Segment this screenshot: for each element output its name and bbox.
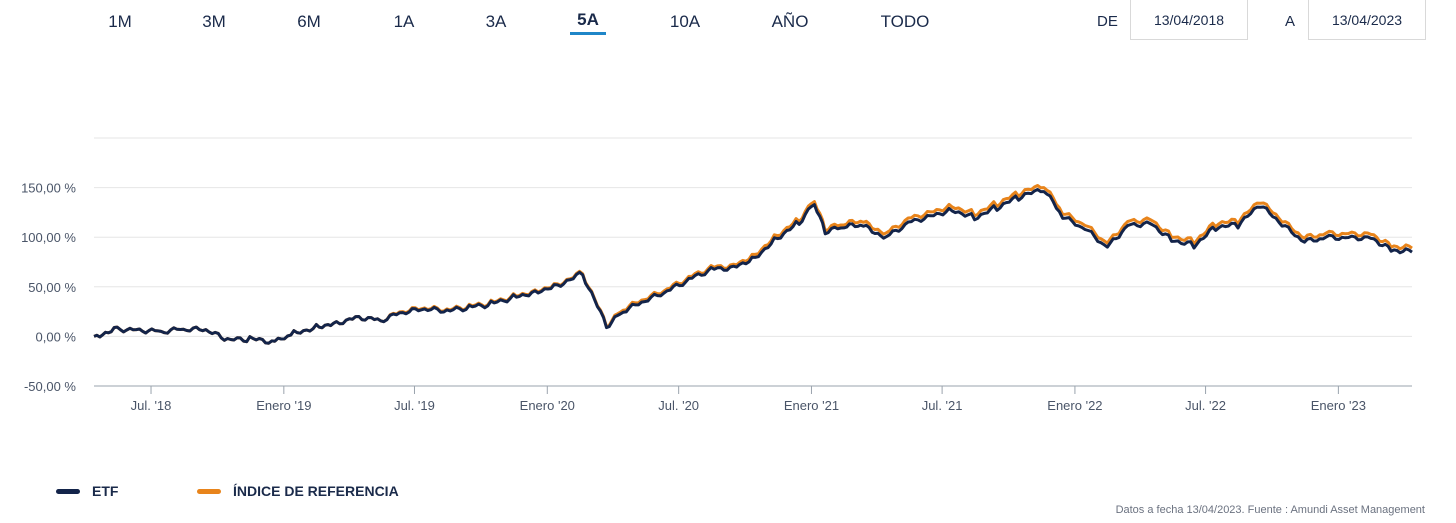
y-tick-label: 100,00 % — [21, 230, 76, 245]
x-tick-label: Enero '22 — [1047, 398, 1102, 413]
x-tick-label: Jul. '19 — [394, 398, 435, 413]
range-tabs: 1M 3M 6M 1A 3A 5A 10A AÑO TODO — [0, 0, 960, 44]
x-tick-label: Jul. '20 — [658, 398, 699, 413]
x-tick-label: Enero '23 — [1311, 398, 1366, 413]
date-to-field[interactable]: 13/04/2023 — [1308, 0, 1426, 40]
tab-1m[interactable]: 1M — [108, 12, 132, 31]
y-axis-ticks: -50,00 % 0,00 % 50,00 % 100,00 % 150,00 % — [21, 181, 76, 394]
tab-todo[interactable]: TODO — [880, 12, 930, 31]
x-tick-label: Enero '21 — [784, 398, 839, 413]
tab-3a[interactable]: 3A — [485, 12, 507, 31]
y-tick-label: -50,00 % — [24, 379, 76, 394]
x-axis-ticks: Jul. '18 Enero '19 Jul. '19 Enero '20 Jul. '… — [131, 386, 1366, 413]
series-line-etf — [93, 188, 1413, 345]
y-tick-label: 150,00 % — [21, 181, 76, 196]
tab-ano[interactable]: AÑO — [771, 12, 809, 31]
tab-6m[interactable]: 6M — [297, 12, 321, 31]
tab-3m[interactable]: 3M — [202, 12, 226, 31]
legend-swatch-etf — [56, 488, 80, 494]
legend-item-etf[interactable]: ETF — [56, 483, 118, 499]
x-tick-label: Enero '19 — [256, 398, 311, 413]
source-note: Datos a fecha 13/04/2023. Fuente : Amund… — [1115, 504, 1425, 516]
tab-10a[interactable]: 10A — [669, 12, 701, 31]
performance-chart: -50,00 % 0,00 % 50,00 % 100,00 % 150,00 % Ju… — [21, 137, 1413, 413]
y-tick-label: 0,00 % — [36, 329, 77, 344]
x-tick-label: Enero '20 — [520, 398, 575, 413]
chart-grid — [94, 137, 1412, 387]
y-tick-label: 50,00 % — [28, 280, 76, 295]
x-tick-label: Jul. '18 — [131, 398, 172, 413]
legend-swatch-benchmark — [197, 488, 221, 494]
x-tick-label: Jul. '22 — [1185, 398, 1226, 413]
tab-5a[interactable]: 5A — [577, 10, 599, 29]
legend-label-etf: ETF — [92, 483, 119, 499]
x-tick-label: Jul. '21 — [922, 398, 963, 413]
legend-label-benchmark: ÍNDICE DE REFERENCIA — [233, 483, 399, 499]
series-line-benchmark — [93, 184, 1413, 345]
legend-item-benchmark[interactable]: ÍNDICE DE REFERENCIA — [197, 483, 399, 499]
date-from-field[interactable]: 13/04/2018 — [1130, 0, 1248, 40]
active-tab-underline — [570, 32, 606, 35]
date-to-label: A — [1285, 13, 1296, 30]
date-from-label: DE — [1097, 13, 1118, 30]
tab-1a[interactable]: 1A — [393, 12, 415, 31]
